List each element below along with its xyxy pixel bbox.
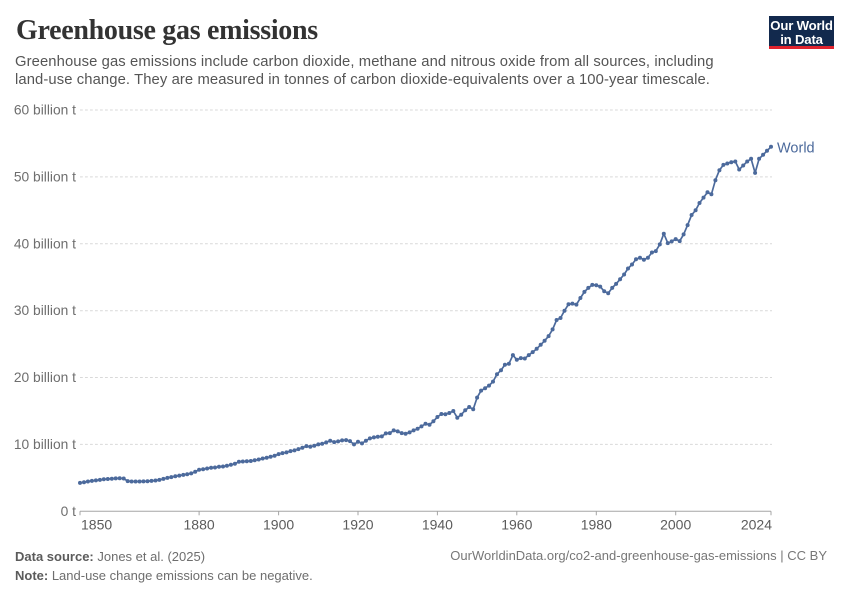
svg-text:0 t: 0 t bbox=[61, 504, 77, 519]
svg-text:50 billion t: 50 billion t bbox=[14, 169, 76, 184]
svg-text:1900: 1900 bbox=[263, 517, 294, 533]
svg-text:2024: 2024 bbox=[741, 517, 772, 533]
svg-text:20 billion t: 20 billion t bbox=[14, 370, 76, 385]
svg-text:1880: 1880 bbox=[184, 517, 215, 533]
svg-text:40 billion t: 40 billion t bbox=[14, 236, 76, 251]
svg-text:30 billion t: 30 billion t bbox=[14, 303, 76, 318]
svg-text:1960: 1960 bbox=[501, 517, 532, 533]
svg-text:1980: 1980 bbox=[581, 517, 612, 533]
svg-text:2000: 2000 bbox=[660, 517, 691, 533]
svg-text:10 billion t: 10 billion t bbox=[14, 437, 76, 452]
svg-text:World: World bbox=[777, 141, 815, 157]
svg-text:1940: 1940 bbox=[422, 517, 453, 533]
svg-text:1920: 1920 bbox=[342, 517, 373, 533]
svg-text:60 billion t: 60 billion t bbox=[14, 103, 76, 118]
svg-text:1850: 1850 bbox=[81, 517, 112, 533]
